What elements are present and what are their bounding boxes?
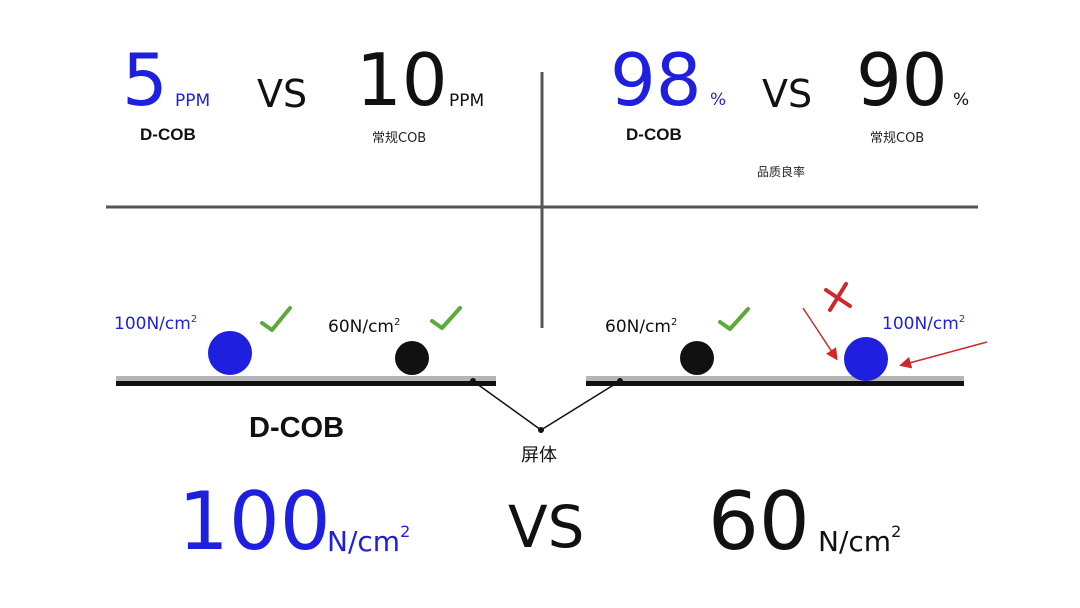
dcob-yield-unit: % <box>710 90 727 110</box>
left-black-ball <box>395 341 429 375</box>
check-mark-icon <box>430 306 462 330</box>
dcob-ppm-unit: PPM <box>175 91 211 111</box>
dcob-ppm-value: 5 <box>122 38 168 122</box>
dcob-force-value: 100 <box>178 475 331 568</box>
regular-yield-unit: % <box>953 90 970 110</box>
arrow-icon <box>899 341 988 369</box>
right-coating-strip <box>586 376 964 381</box>
ppm-vs-label: VS <box>257 72 308 116</box>
left-force-label-60: 60N/cm2 <box>328 317 401 337</box>
dcob-ppm-label: D-COB <box>140 125 196 144</box>
cross-mark-icon <box>824 282 852 312</box>
right-blue-ball <box>844 337 888 381</box>
yield-caption: 品质良率 <box>757 165 806 179</box>
regular-ppm-value: 10 <box>356 38 448 122</box>
dcob-yield-label: D-COB <box>626 125 682 144</box>
regular-yield-label: 常规COB <box>870 131 925 146</box>
screen-label: 屏体 <box>521 445 557 466</box>
regular-ppm-unit: PPM <box>449 91 485 111</box>
left-blue-ball <box>208 331 252 375</box>
yield-vs-label: VS <box>762 72 813 116</box>
left-substrate-bar <box>116 381 496 386</box>
screen-dot-right <box>617 378 623 384</box>
dcob-diagram-label: D-COB <box>249 412 345 444</box>
left-coating-strip <box>116 376 496 381</box>
right-black-ball <box>680 341 714 375</box>
right-substrate-bar <box>586 381 964 386</box>
regular-yield-value: 90 <box>856 38 948 122</box>
dcob-yield-value: 98 <box>610 38 702 122</box>
right-force-label-60: 60N/cm2 <box>605 317 678 337</box>
left-force-label-100: 100N/cm2 <box>114 314 198 334</box>
screen-dot-bottom <box>538 427 544 433</box>
screen-line-left <box>472 380 542 431</box>
regular-ppm-label: 常规COB <box>372 131 427 146</box>
dcob-force-unit: N/cm2 <box>327 522 411 558</box>
check-mark-icon <box>260 306 292 332</box>
screen-line-right <box>540 380 621 431</box>
check-mark-icon <box>718 307 750 331</box>
screen-dot-left <box>470 378 476 384</box>
arrow-icon <box>802 307 838 361</box>
right-force-label-100: 100N/cm2 <box>882 314 966 334</box>
regular-force-unit: N/cm2 <box>818 522 902 558</box>
regular-force-value: 60 <box>708 475 810 568</box>
force-vs-label: VS <box>508 493 585 561</box>
